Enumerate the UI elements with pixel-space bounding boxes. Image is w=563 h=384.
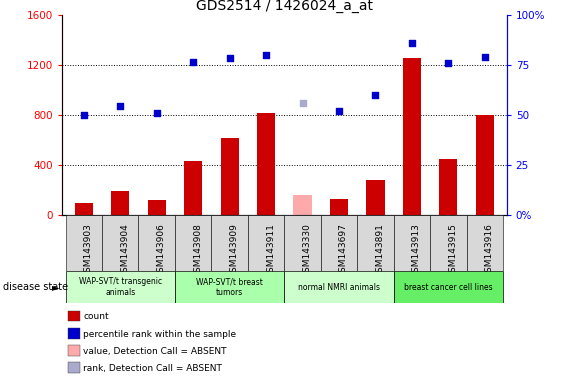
Bar: [65, 215, 102, 271]
Point: [444, 60, 453, 66]
Text: GSM143906: GSM143906: [157, 223, 166, 278]
Bar: [467, 215, 503, 271]
Bar: [75, 203, 93, 215]
Text: GSM143915: GSM143915: [448, 223, 457, 278]
Bar: [175, 215, 211, 271]
Point: [262, 52, 271, 58]
Bar: [403, 58, 421, 215]
Bar: [65, 271, 175, 303]
Bar: [284, 271, 394, 303]
Bar: [394, 271, 503, 303]
Text: normal NMRI animals: normal NMRI animals: [298, 283, 380, 291]
Bar: [138, 215, 175, 271]
Text: count: count: [83, 312, 109, 321]
Bar: [367, 180, 385, 215]
Text: value, Detection Call = ABSENT: value, Detection Call = ABSENT: [83, 347, 227, 356]
Point: [480, 53, 489, 60]
Text: ►: ►: [52, 282, 60, 292]
Title: GDS2514 / 1426024_a_at: GDS2514 / 1426024_a_at: [196, 0, 373, 13]
Bar: [248, 215, 284, 271]
Point: [371, 92, 380, 98]
Text: rank, Detection Call = ABSENT: rank, Detection Call = ABSENT: [83, 364, 222, 373]
Bar: [102, 215, 138, 271]
Point: [298, 100, 307, 106]
Text: WAP-SVT/t breast
tumors: WAP-SVT/t breast tumors: [196, 277, 263, 297]
Bar: [184, 161, 202, 215]
Text: GSM143330: GSM143330: [302, 223, 311, 278]
Text: breast cancer cell lines: breast cancer cell lines: [404, 283, 493, 291]
Text: GSM143903: GSM143903: [84, 223, 93, 278]
Bar: [293, 195, 312, 215]
Bar: [111, 191, 129, 215]
Text: WAP-SVT/t transgenic
animals: WAP-SVT/t transgenic animals: [79, 277, 162, 297]
Text: GSM143891: GSM143891: [376, 223, 385, 278]
Bar: [148, 200, 166, 215]
Text: GSM143908: GSM143908: [193, 223, 202, 278]
Bar: [321, 215, 358, 271]
Point: [116, 103, 125, 109]
Bar: [284, 215, 321, 271]
Text: GSM143913: GSM143913: [412, 223, 421, 278]
Point: [152, 110, 161, 116]
Text: GSM143697: GSM143697: [339, 223, 348, 278]
Bar: [221, 138, 239, 215]
Point: [408, 40, 417, 46]
Bar: [394, 215, 430, 271]
Text: percentile rank within the sample: percentile rank within the sample: [83, 329, 236, 339]
Bar: [330, 199, 348, 215]
Bar: [430, 215, 467, 271]
Text: disease state: disease state: [3, 282, 68, 292]
Text: GSM143909: GSM143909: [230, 223, 239, 278]
Bar: [257, 113, 275, 215]
Point: [225, 55, 234, 61]
Bar: [358, 215, 394, 271]
Text: GSM143904: GSM143904: [120, 223, 129, 278]
Text: GSM143911: GSM143911: [266, 223, 275, 278]
Bar: [476, 115, 494, 215]
Bar: [175, 271, 284, 303]
Bar: [439, 159, 458, 215]
Text: GSM143916: GSM143916: [485, 223, 494, 278]
Point: [79, 112, 88, 118]
Bar: [211, 215, 248, 271]
Point: [189, 58, 198, 65]
Point: [334, 108, 343, 114]
